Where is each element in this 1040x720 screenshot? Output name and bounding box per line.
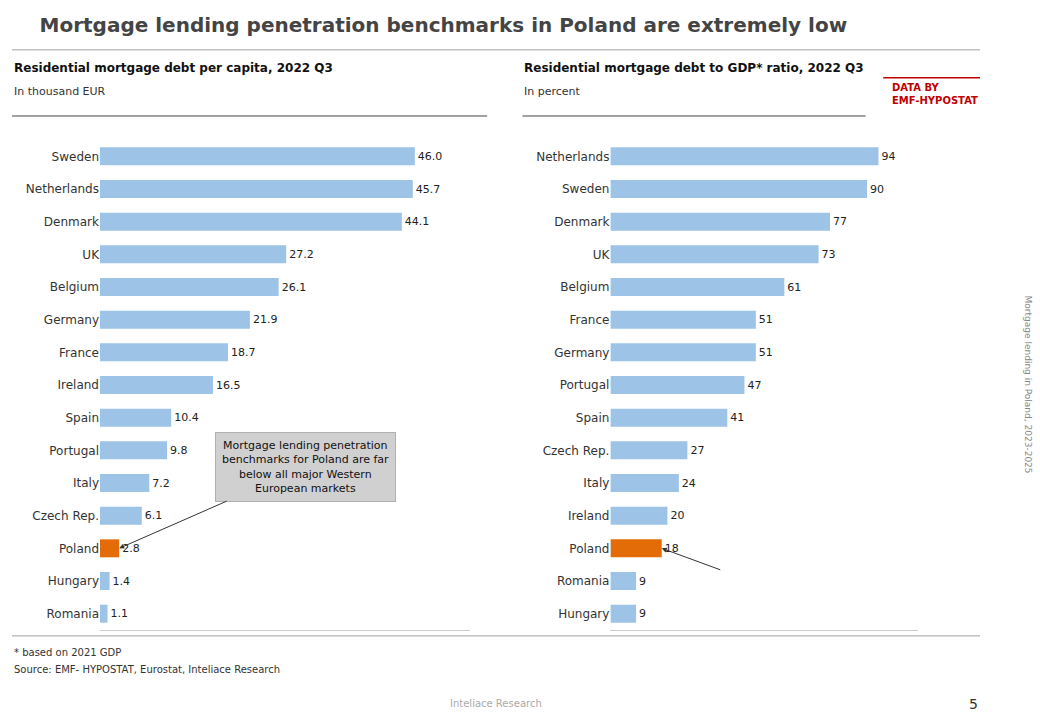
svg-text:Hungary: Hungary bbox=[558, 607, 609, 621]
svg-text:In thousand EUR: In thousand EUR bbox=[14, 85, 106, 98]
svg-text:51: 51 bbox=[759, 346, 773, 359]
svg-text:Denmark: Denmark bbox=[554, 215, 609, 229]
svg-text:UK: UK bbox=[82, 248, 100, 262]
svg-text:Czech Rep.: Czech Rep. bbox=[543, 444, 610, 458]
svg-text:6.1: 6.1 bbox=[145, 509, 163, 522]
svg-text:Romania: Romania bbox=[47, 607, 99, 621]
svg-text:Spain: Spain bbox=[576, 411, 610, 425]
svg-text:Italy: Italy bbox=[583, 476, 609, 490]
svg-text:Portugal: Portugal bbox=[49, 444, 99, 458]
svg-text:Residential mortgage debt per: Residential mortgage debt per capita, 20… bbox=[14, 61, 333, 75]
svg-text:Sweden: Sweden bbox=[52, 150, 99, 164]
svg-text:90: 90 bbox=[870, 183, 884, 196]
svg-text:1.1: 1.1 bbox=[111, 607, 129, 620]
svg-text:DATA BYEMF-HYPOSTAT: DATA BYEMF-HYPOSTAT bbox=[892, 82, 978, 106]
svg-text:27.2: 27.2 bbox=[289, 248, 314, 261]
svg-text:Poland: Poland bbox=[569, 542, 609, 556]
svg-text:16.5: 16.5 bbox=[216, 379, 241, 392]
svg-text:41: 41 bbox=[730, 411, 744, 424]
svg-text:10.4: 10.4 bbox=[174, 411, 199, 424]
svg-text:7.2: 7.2 bbox=[152, 477, 170, 490]
svg-text:Residential mortgage debt to G: Residential mortgage debt to GDP* ratio,… bbox=[524, 61, 864, 75]
svg-text:9: 9 bbox=[639, 575, 646, 588]
svg-text:18: 18 bbox=[665, 542, 679, 555]
svg-text:France: France bbox=[569, 313, 609, 327]
svg-text:45.7: 45.7 bbox=[416, 183, 441, 196]
svg-text:Ireland: Ireland bbox=[568, 509, 610, 523]
svg-text:5: 5 bbox=[969, 696, 978, 712]
svg-text:94: 94 bbox=[881, 150, 895, 163]
svg-text:Czech Rep.: Czech Rep. bbox=[32, 509, 99, 523]
svg-text:9: 9 bbox=[639, 607, 646, 620]
svg-text:Germany: Germany bbox=[554, 346, 609, 360]
svg-text:Germany: Germany bbox=[44, 313, 99, 327]
svg-text:20: 20 bbox=[670, 509, 684, 522]
svg-text:1.4: 1.4 bbox=[113, 575, 131, 588]
svg-text:Mortgage lending penetrationbe: Mortgage lending penetrationbenchmarks f… bbox=[222, 439, 389, 495]
svg-text:UK: UK bbox=[593, 248, 611, 262]
svg-text:18.7: 18.7 bbox=[231, 346, 256, 359]
svg-text:Sweden: Sweden bbox=[562, 182, 609, 196]
svg-text:In percent: In percent bbox=[524, 85, 581, 98]
svg-text:61: 61 bbox=[787, 281, 801, 294]
svg-text:Italy: Italy bbox=[73, 476, 99, 490]
svg-text:Romania: Romania bbox=[557, 574, 609, 588]
svg-text:Netherlands: Netherlands bbox=[26, 182, 99, 196]
svg-text:Poland: Poland bbox=[59, 542, 99, 556]
svg-text:Hungary: Hungary bbox=[48, 574, 99, 588]
svg-text:Source: EMF- HYPOSTAT, Eurosta: Source: EMF- HYPOSTAT, Eurostat, Intelia… bbox=[14, 664, 280, 675]
svg-text:Inteliace Research: Inteliace Research bbox=[450, 698, 542, 709]
svg-text:77: 77 bbox=[833, 215, 847, 228]
svg-text:46.0: 46.0 bbox=[418, 150, 443, 163]
svg-text:Mortgage lending in Poland, 20: Mortgage lending in Poland, 2023-2025 bbox=[1023, 296, 1033, 474]
svg-text:73: 73 bbox=[822, 248, 836, 261]
svg-text:51: 51 bbox=[759, 313, 773, 326]
svg-text:9.8: 9.8 bbox=[170, 444, 188, 457]
svg-text:47: 47 bbox=[747, 379, 761, 392]
svg-text:24: 24 bbox=[682, 477, 696, 490]
svg-text:Netherlands: Netherlands bbox=[536, 150, 609, 164]
svg-text:44.1: 44.1 bbox=[405, 215, 430, 228]
svg-text:Mortgage lending penetration b: Mortgage lending penetration benchmarks … bbox=[40, 13, 848, 37]
svg-text:Spain: Spain bbox=[65, 411, 99, 425]
svg-text:Belgium: Belgium bbox=[560, 280, 609, 294]
svg-text:Denmark: Denmark bbox=[44, 215, 99, 229]
svg-text:Portugal: Portugal bbox=[560, 378, 610, 392]
svg-text:France: France bbox=[59, 346, 99, 360]
svg-text:27: 27 bbox=[690, 444, 704, 457]
svg-text:Ireland: Ireland bbox=[57, 378, 99, 392]
svg-text:* based on 2021 GDP: * based on 2021 GDP bbox=[14, 647, 121, 658]
svg-text:21.9: 21.9 bbox=[253, 313, 278, 326]
svg-text:Belgium: Belgium bbox=[50, 280, 99, 294]
svg-text:2.8: 2.8 bbox=[122, 542, 140, 555]
svg-text:26.1: 26.1 bbox=[282, 281, 307, 294]
